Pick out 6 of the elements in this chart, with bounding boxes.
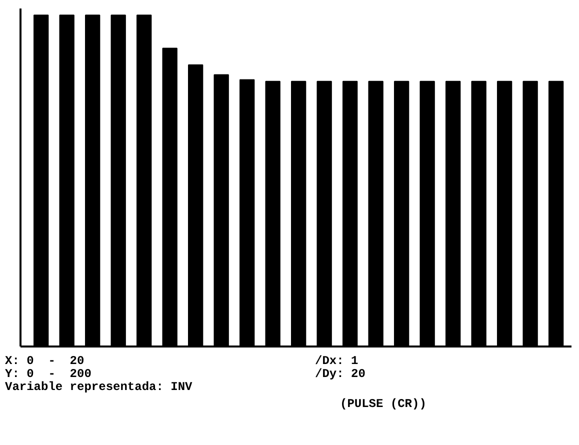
text: /Dx: 1 [315, 354, 358, 368]
text: X: 0 - 20 [5, 354, 84, 368]
text: (PULSE (CR)) [339, 396, 426, 412]
text: /Dy: 20 [315, 367, 366, 381]
text: Y: 0 - 200 [5, 367, 92, 381]
text: Variable representada: INV [5, 380, 192, 394]
